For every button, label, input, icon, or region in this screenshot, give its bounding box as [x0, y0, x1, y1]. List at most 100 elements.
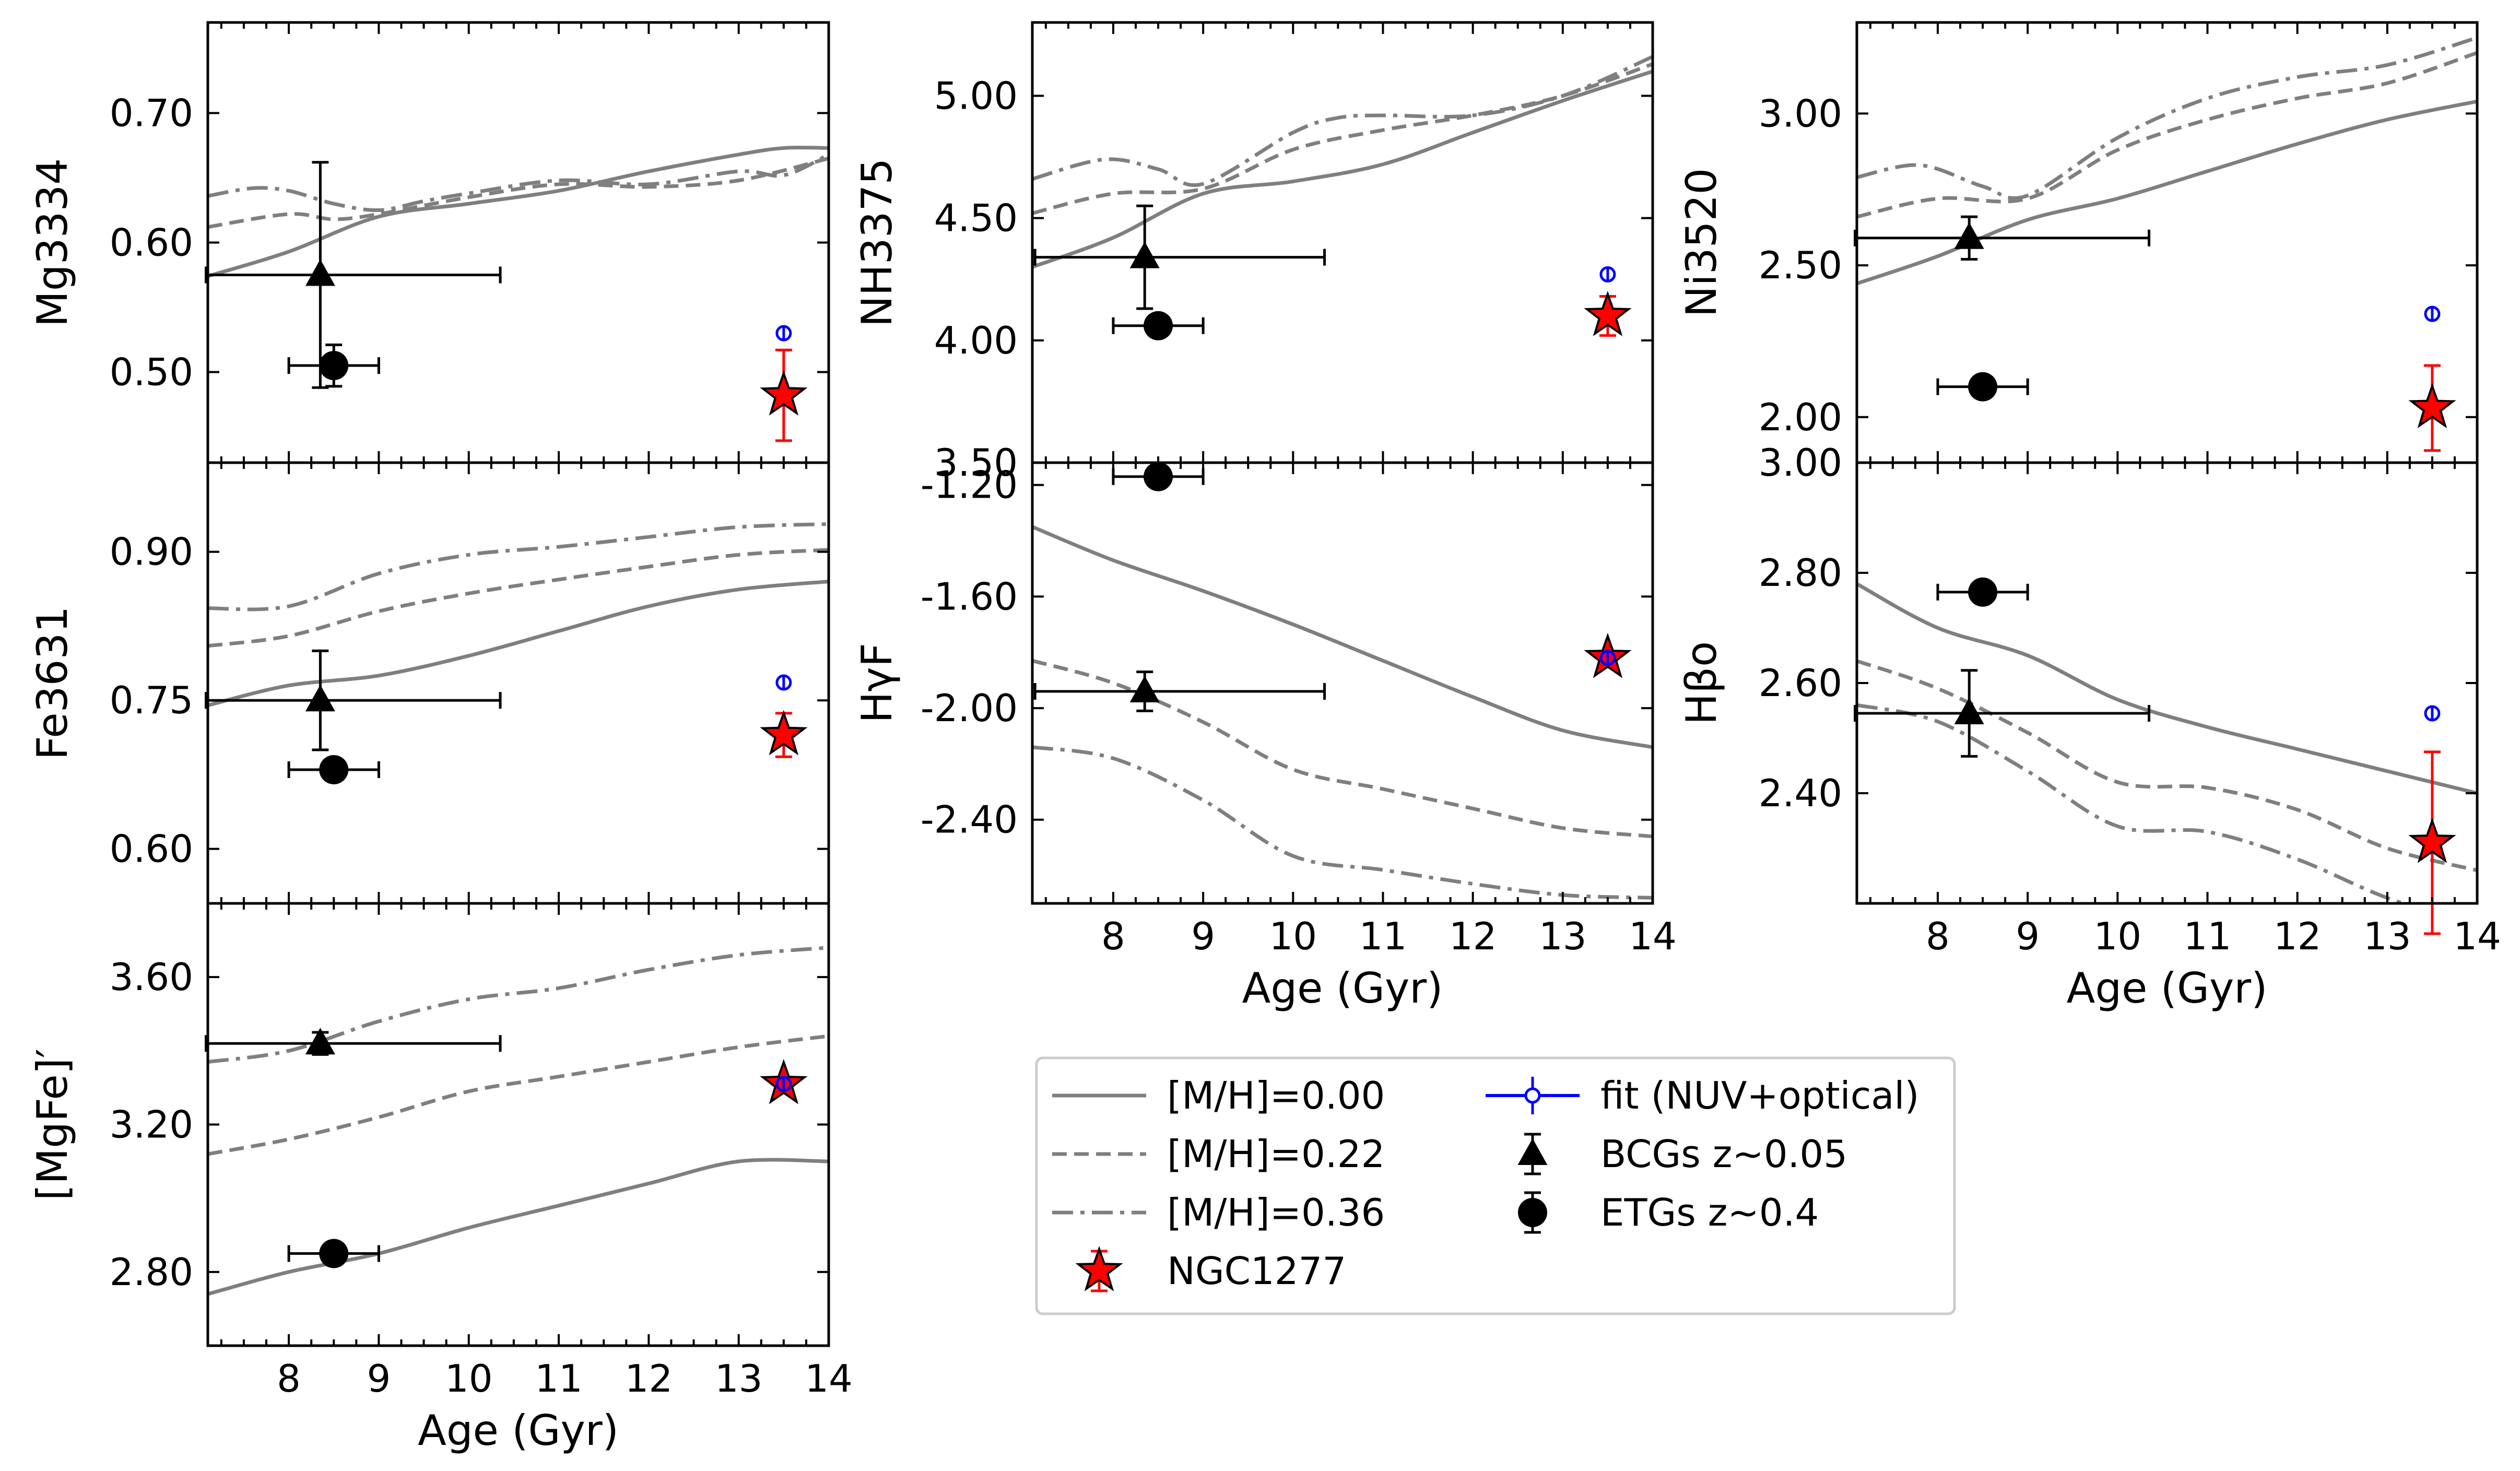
y-tick-label: 2.80 — [1759, 551, 1842, 595]
x-tick-label: 13 — [715, 1357, 763, 1401]
model-line-mh0 — [208, 580, 829, 708]
point-fit — [775, 674, 792, 691]
legend-label: fit (NUV+optical) — [1600, 1074, 1920, 1117]
model-line-mh36 — [1032, 55, 1653, 187]
point-etg — [287, 1239, 380, 1268]
model-curves — [1032, 55, 1653, 269]
axes-frame — [206, 902, 830, 1347]
x-tick-label: 14 — [1629, 914, 1677, 958]
x-tick-label: 14 — [805, 1357, 853, 1401]
y-tick-label: 0.90 — [110, 530, 193, 574]
y-tick-label: 2.80 — [110, 1250, 193, 1294]
y-axis-label: Ni3520 — [1677, 168, 1726, 317]
legend-label: BCGs z~0.05 — [1600, 1132, 1847, 1176]
model-line-mh0 — [1032, 69, 1653, 269]
model-line-mh36 — [1857, 36, 2477, 200]
model-line-mh36 — [208, 152, 829, 213]
legend-label: NGC1277 — [1167, 1249, 1346, 1293]
legend-item-etg: ETGs z~0.4 — [1518, 1191, 1819, 1234]
panel-hgf: -2.40 -2.00 -1.60 -1.20 HγF 8 9 10 11 12 13 14 Age (… — [853, 461, 1677, 1013]
axes-frame — [1031, 21, 1654, 464]
point-etg — [287, 343, 380, 388]
model-line-mh0 — [1032, 525, 1653, 749]
legend-item-fit: fit (NUV+optical) — [1486, 1074, 1920, 1117]
y-tick-label: 2.00 — [1759, 395, 1842, 439]
panel-fe3631: 0.60 0.75 0.90 Fe3631 — [28, 461, 830, 905]
model-line-mh0 — [1857, 99, 2477, 286]
legend-label: [M/H]=0.00 — [1167, 1074, 1385, 1117]
y-tick-label: 0.75 — [110, 678, 193, 722]
point-bcg — [1033, 204, 1326, 310]
model-line-mh22 — [1857, 51, 2477, 219]
legend-label: [M/H]=0.36 — [1167, 1191, 1385, 1234]
legend: [M/H]=0.00 [M/H]=0.22 [M/H]=0.36 NGC1277 fit… — [1035, 1056, 1956, 1315]
x-tick-label: 10 — [1269, 914, 1317, 958]
point-ngc — [760, 710, 808, 758]
point-bcg — [1854, 669, 2151, 758]
x-tick-label: 9 — [2016, 914, 2040, 958]
y-tick-label: 3.60 — [110, 955, 193, 999]
y-tick-label: 0.50 — [110, 350, 193, 394]
x-tick-label: 13 — [2363, 914, 2411, 958]
point-etg — [1112, 311, 1205, 340]
x-tick-label: 9 — [1191, 914, 1215, 958]
model-line-mh0 — [208, 146, 829, 278]
y-tick-label: 4.50 — [934, 196, 1018, 240]
point-bcg — [1033, 670, 1326, 712]
y-tick-label: -2.00 — [921, 686, 1018, 730]
model-line-mh22 — [1032, 62, 1653, 215]
point-etg — [1936, 372, 2029, 402]
x-axis-label: Age (Gyr) — [418, 1406, 619, 1455]
model-line-mh22 — [208, 156, 829, 229]
x-tick-label: 11 — [2184, 914, 2232, 958]
x-tick-label: 12 — [1449, 914, 1497, 958]
y-tick-label: 0.60 — [110, 827, 193, 871]
model-line-mh0 — [1857, 582, 2477, 795]
point-fit — [775, 325, 792, 342]
y-tick-label: 3.50 — [934, 441, 1018, 485]
y-tick-label: 3.00 — [1759, 441, 1842, 485]
model-line-mh22 — [1032, 658, 1653, 839]
point-ngc — [2408, 364, 2456, 452]
axes-frame — [206, 21, 830, 464]
y-tick-label: 4.00 — [934, 319, 1018, 362]
x-tick-label: 8 — [277, 1357, 301, 1401]
model-line-mh22 — [208, 1034, 829, 1156]
point-bcg — [205, 161, 502, 389]
model-line-mh36 — [1857, 703, 2409, 903]
model-line-mh36 — [1032, 745, 1653, 900]
legend-item-ngc: NGC1277 — [1075, 1246, 1346, 1293]
panel-ni3520: 2.00 2.50 3.00 Ni3520 — [1677, 21, 2479, 464]
legend-item-mh0: [M/H]=0.00 — [1052, 1074, 1385, 1117]
legend-item-mh36: [M/H]=0.36 — [1052, 1191, 1385, 1234]
panel-mg3334: 0.50 0.60 0.70 Mg3334 — [28, 21, 830, 464]
axes-frame — [1855, 461, 2479, 905]
point-fit — [2424, 305, 2441, 322]
legend-label: ETGs z~0.4 — [1600, 1191, 1819, 1234]
x-tick-label: 9 — [367, 1357, 391, 1401]
axes-frame — [1031, 461, 1654, 905]
point-fit — [1599, 650, 1616, 666]
y-tick-label: 2.60 — [1759, 661, 1842, 705]
y-tick-label: 5.00 — [934, 74, 1018, 118]
y-tick-label: 0.60 — [110, 221, 193, 265]
legend-item-bcg: BCGs z~0.05 — [1517, 1132, 1847, 1176]
model-line-mh22 — [1857, 659, 2477, 873]
y-tick-label: 2.40 — [1759, 771, 1842, 815]
legend-item-mh22: [M/H]=0.22 — [1052, 1132, 1385, 1176]
x-tick-label: 10 — [445, 1357, 493, 1401]
y-axis-label: Hβo — [1677, 641, 1726, 725]
y-tick-label: 3.20 — [110, 1103, 193, 1147]
point-etg — [1936, 577, 2029, 607]
y-tick-label: 0.70 — [110, 91, 193, 135]
model-curves — [208, 146, 829, 278]
y-tick-label: 2.50 — [1759, 243, 1842, 287]
point-fit — [2424, 705, 2441, 722]
y-axis-label: HγF — [853, 643, 901, 723]
point-ngc — [760, 348, 808, 442]
model-curves — [1857, 582, 2477, 903]
x-tick-label: 8 — [1926, 914, 1950, 958]
model-curves — [208, 522, 829, 708]
x-axis-label: Age (Gyr) — [2067, 964, 2268, 1013]
